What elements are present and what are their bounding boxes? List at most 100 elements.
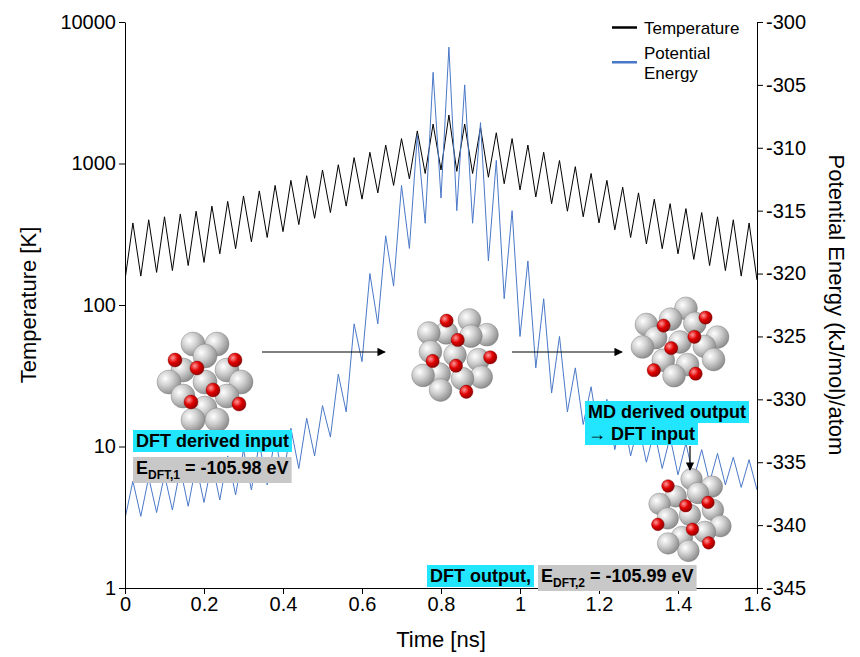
atom-red (652, 518, 665, 531)
y2-axis-line (757, 23, 758, 589)
y-axis-title: Temperature [K] (16, 227, 41, 384)
molecule-illustration (631, 297, 729, 387)
molecule-illustration (412, 309, 499, 402)
annotation-subscript: DFT,1 (148, 468, 180, 482)
tick-mark (757, 525, 763, 526)
atom-red (679, 499, 692, 512)
tick-label: 1000 (72, 152, 117, 174)
legend-label-line: Energy (644, 64, 698, 83)
tick: -305 (757, 74, 806, 96)
annotations: DFT derived inputEDFT,1 = -105.98 eVMD d… (133, 401, 749, 591)
tick-label: 0.4 (270, 593, 298, 615)
annotation: DFT output, (427, 565, 534, 587)
tick-label: -305 (766, 74, 806, 96)
annotation-part: DFT output, (430, 566, 531, 586)
atom-red (451, 333, 464, 346)
atom-red (702, 537, 715, 550)
tick: -320 (757, 262, 806, 284)
tick: -345 (757, 577, 806, 599)
tick-label: 10000 (60, 11, 116, 33)
x-axis-title: Time [ns] (396, 627, 486, 652)
tick-label: 0.6 (349, 593, 377, 615)
annotation: MD derived output (585, 401, 749, 423)
tick-label: 1 (105, 577, 116, 599)
atom-red (665, 342, 678, 355)
tick: 1.4 (665, 588, 693, 615)
tick: 0.4 (270, 588, 298, 615)
atom-grey (678, 540, 700, 562)
annotation: → DFT input (585, 423, 698, 445)
tick-label: 0.2 (191, 593, 219, 615)
legend-item: Temperature (612, 19, 739, 38)
tick: -310 (757, 137, 806, 159)
tick: 1.2 (586, 588, 614, 615)
tick-mark (757, 462, 763, 463)
annotation-part: = -105.99 eV (585, 566, 694, 586)
arrow (512, 351, 622, 352)
legend-label-line: Potential (644, 44, 710, 63)
x-axis: 00.20.40.60.811.21.41.6 (120, 588, 771, 615)
annotation-text: → DFT input (588, 424, 695, 444)
tick: 1000 (72, 152, 126, 174)
tick-mark (119, 305, 125, 306)
tick-label: 10 (94, 435, 116, 457)
annotation-text: DFT output, (430, 566, 531, 586)
atom-red (206, 383, 220, 397)
atom-grey (631, 336, 654, 359)
tick-label: 1.4 (665, 593, 693, 615)
tick-label: -325 (766, 325, 806, 347)
annotation-box (427, 565, 534, 587)
tick: -335 (757, 451, 806, 473)
tick: 0.8 (428, 588, 456, 615)
atom-red (228, 353, 242, 367)
annotation-text: EDFT,2 = -105.99 eV (541, 566, 694, 590)
tick: 10000 (60, 11, 125, 33)
tick-mark (757, 399, 763, 400)
legend: Temperature PotentialEnergy (612, 19, 739, 83)
tick-label: 0 (120, 593, 131, 615)
tick: 0.6 (349, 588, 377, 615)
annotation-part: MD derived output (588, 402, 746, 422)
atom-red (190, 361, 204, 375)
atom-red (689, 367, 702, 380)
tick-label: -340 (766, 514, 806, 536)
tick-mark (757, 211, 763, 212)
tick: 10 (94, 435, 125, 457)
chart-svg: 00.20.40.60.811.21.41.6110100100010000-3… (0, 0, 860, 657)
tick-mark (119, 447, 125, 448)
plot-area (125, 47, 757, 519)
annotation: EDFT,2 = -105.99 eV (538, 565, 697, 591)
annotation-box (133, 457, 292, 483)
tick-label: 100 (83, 294, 116, 316)
tick-label: -315 (766, 200, 806, 222)
atom-red (662, 480, 675, 493)
tick-label: -300 (766, 11, 806, 33)
atom-red (440, 314, 453, 327)
tick-label: -335 (766, 451, 806, 473)
arrow (262, 351, 385, 352)
atom-red (460, 385, 473, 398)
legend-label: PotentialEnergy (644, 44, 710, 83)
tick-mark (757, 22, 763, 23)
tick-mark (757, 148, 763, 149)
tick: 0 (120, 588, 131, 615)
annotation-part: → DFT input (588, 424, 695, 444)
legend-swatch (612, 26, 637, 29)
annotation-text: EDFT,1 = -105.98 eV (136, 458, 289, 482)
y-axis-line (125, 23, 126, 589)
atom-red (232, 397, 246, 411)
tick: -300 (757, 11, 806, 33)
tick-mark (757, 588, 763, 589)
atom-red (699, 311, 712, 324)
tick-mark (119, 164, 125, 165)
annotation-box (133, 430, 292, 452)
atom-grey (429, 379, 452, 402)
molecule-illustration (157, 332, 253, 432)
atom-grey (657, 533, 679, 555)
tick: 1 (105, 577, 125, 599)
tick: -340 (757, 514, 806, 536)
atom-grey (663, 364, 686, 387)
tick-mark (119, 588, 125, 589)
legend-item: PotentialEnergy (612, 44, 710, 83)
atom-red (688, 330, 701, 343)
